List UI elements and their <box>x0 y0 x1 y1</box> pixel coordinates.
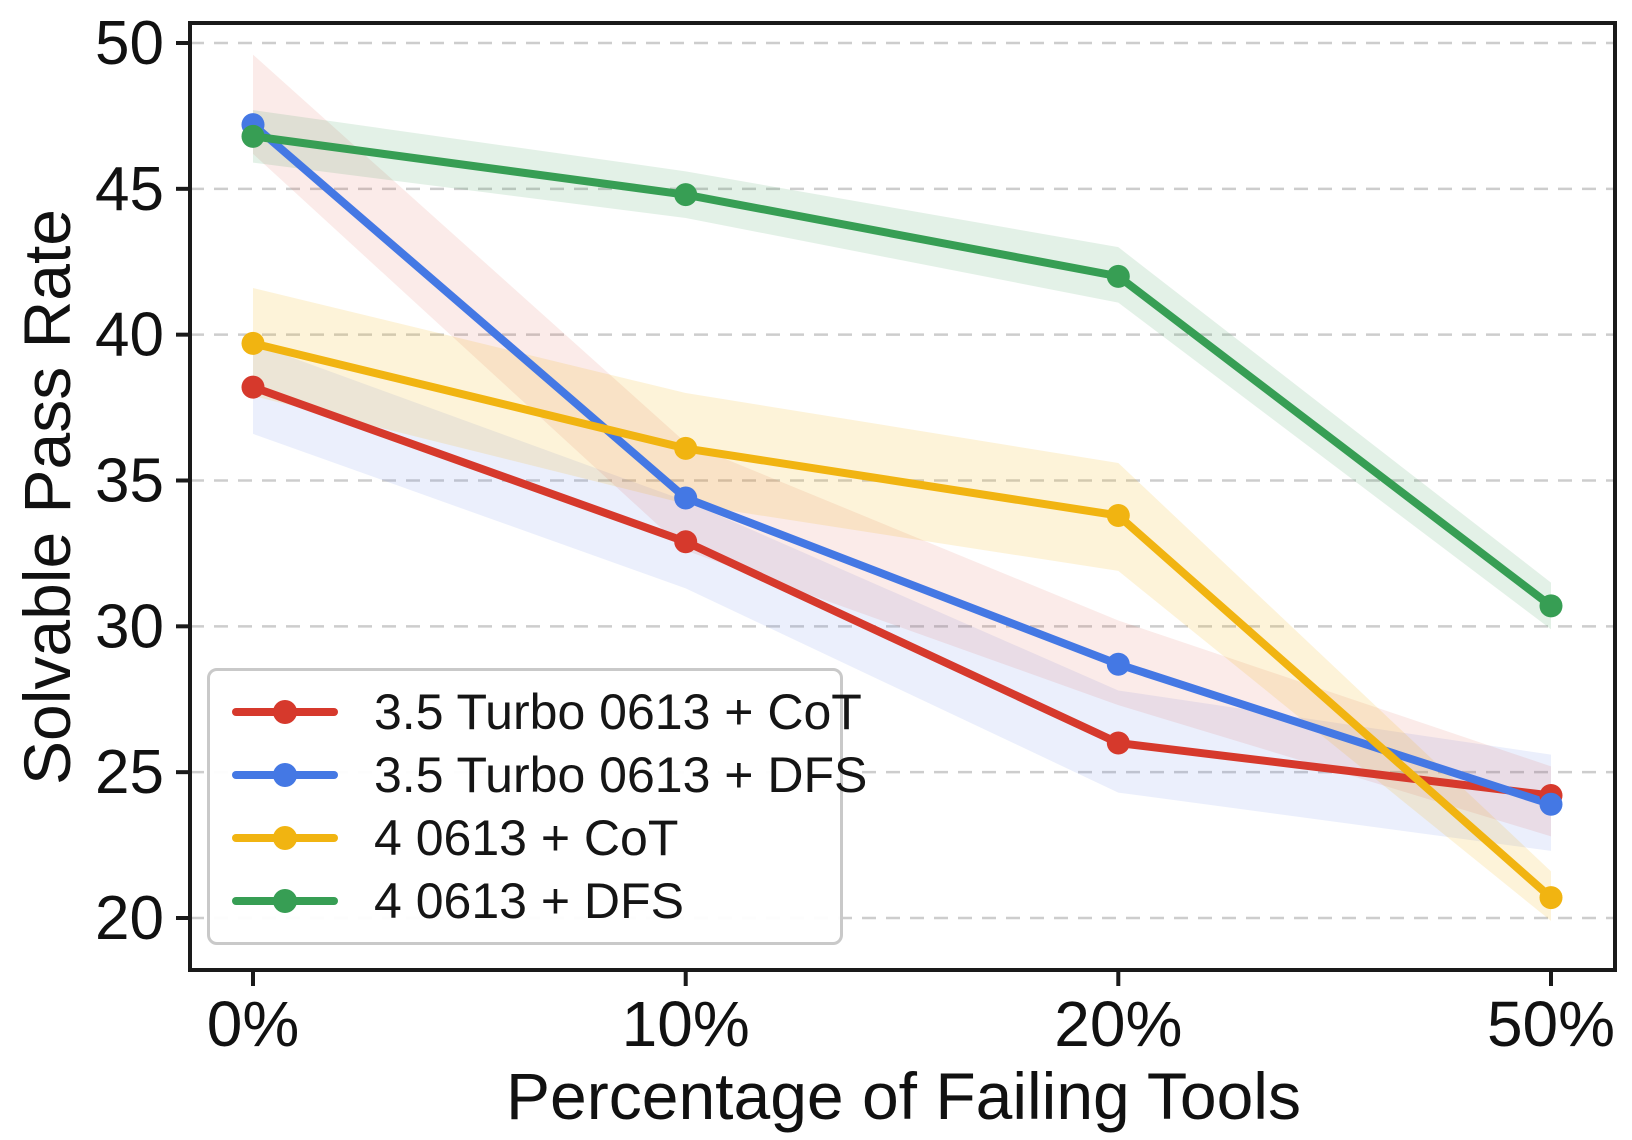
data-point <box>241 375 265 399</box>
data-point <box>674 530 698 554</box>
data-point <box>1539 886 1563 910</box>
data-point <box>1106 652 1130 676</box>
y-tick-label: 40 <box>95 301 164 370</box>
y-axis-label: Solvable Pass Rate <box>10 209 84 785</box>
legend-label: 4 0613 + DFS <box>374 872 684 929</box>
data-point <box>241 331 265 355</box>
ci-band <box>253 343 1551 851</box>
y-tick-label: 45 <box>95 155 164 224</box>
ci-band <box>253 287 1551 921</box>
legend-label: 4 0613 + CoT <box>374 809 679 866</box>
x-tick-label: 20% <box>1054 988 1182 1060</box>
data-point <box>241 124 265 148</box>
data-point <box>1106 264 1130 288</box>
x-tick-label: 0% <box>207 988 300 1060</box>
y-tick-label: 50 <box>95 9 164 78</box>
legend-label: 3.5 Turbo 0613 + CoT <box>374 684 862 741</box>
legend-marker-icon <box>232 699 338 725</box>
legend: 3.5 Turbo 0613 + CoT 3.5 Turbo 0613 + DF… <box>207 668 867 945</box>
legend-item: 3.5 Turbo 0613 + DFS <box>232 746 867 804</box>
legend-item: 4 0613 + DFS <box>232 872 818 930</box>
x-axis-label: Percentage of Failing Tools <box>506 1059 1301 1133</box>
series-line <box>249 120 1555 809</box>
plot-frame <box>188 21 1617 972</box>
x-tick-label: 10% <box>622 988 750 1060</box>
ci-band <box>253 110 1551 630</box>
legend-marker-icon <box>232 888 338 914</box>
series-line <box>249 339 1555 902</box>
legend-marker-icon <box>232 825 338 851</box>
data-point <box>674 436 698 460</box>
data-point <box>1539 594 1563 618</box>
data-point <box>1106 503 1130 527</box>
data-point <box>674 486 698 510</box>
data-point <box>674 183 698 207</box>
series-line <box>249 132 1555 610</box>
series-line <box>249 383 1555 800</box>
data-point <box>1106 731 1130 755</box>
legend-item: 3.5 Turbo 0613 + CoT <box>232 683 862 741</box>
y-tick-label: 20 <box>95 884 164 953</box>
y-tick-label: 25 <box>95 738 164 807</box>
data-point <box>1539 792 1563 816</box>
legend-label: 3.5 Turbo 0613 + DFS <box>374 747 868 804</box>
y-tick-label: 35 <box>95 446 164 515</box>
legend-item: 4 0613 + CoT <box>232 809 818 867</box>
y-tick-label: 30 <box>95 592 164 661</box>
legend-marker-icon <box>232 762 338 788</box>
x-tick-label: 50% <box>1487 988 1615 1060</box>
